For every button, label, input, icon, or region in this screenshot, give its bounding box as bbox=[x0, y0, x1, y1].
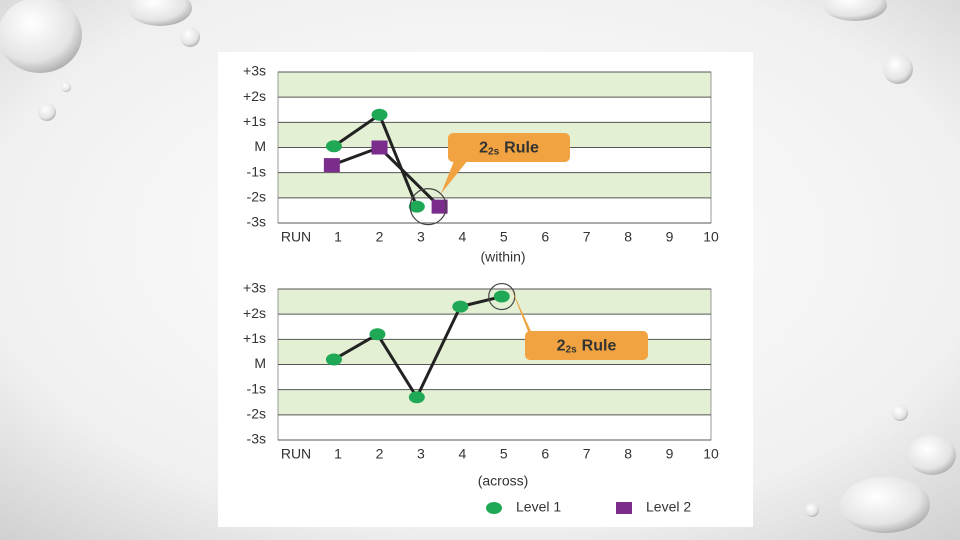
y-tick-label: -3s bbox=[247, 431, 266, 447]
point bbox=[408, 200, 425, 213]
point bbox=[493, 290, 510, 303]
point bbox=[408, 391, 425, 404]
point bbox=[371, 108, 388, 121]
callout-rest: Rule bbox=[582, 338, 617, 355]
y-tick-label: -1s bbox=[247, 380, 266, 396]
x-tick-label: 10 bbox=[703, 446, 719, 462]
point bbox=[452, 300, 469, 313]
x-axis-note: (within) bbox=[480, 249, 525, 265]
y-tick-label: -2s bbox=[247, 406, 266, 422]
x-axis-note: (across) bbox=[478, 473, 529, 489]
x-tick-label: 7 bbox=[583, 446, 591, 462]
x-tick-label: 4 bbox=[458, 229, 466, 245]
point bbox=[323, 158, 340, 173]
callout: 22s Rule bbox=[409, 133, 570, 226]
x-tick-label: 1 bbox=[334, 229, 342, 245]
y-tick-label: -2s bbox=[247, 189, 266, 205]
callout-number: 2 bbox=[557, 338, 566, 355]
band bbox=[278, 289, 711, 315]
y-tick-label: M bbox=[254, 355, 266, 371]
callout: 22s Rule bbox=[488, 282, 648, 360]
point bbox=[431, 199, 448, 214]
x-tick-label: 7 bbox=[583, 229, 591, 245]
point bbox=[325, 353, 342, 366]
x-axis-label: RUN bbox=[281, 446, 311, 462]
callout-box bbox=[525, 331, 648, 360]
point bbox=[371, 140, 388, 155]
y-tick-label: +1s bbox=[243, 330, 266, 346]
callout-text: 22s Rule bbox=[557, 338, 617, 355]
x-tick-label: 5 bbox=[500, 446, 508, 462]
point bbox=[369, 328, 386, 341]
point bbox=[325, 140, 342, 153]
y-tick-label: -1s bbox=[247, 163, 266, 179]
x-tick-label: 9 bbox=[666, 446, 674, 462]
x-tick-label: 10 bbox=[703, 229, 719, 245]
x-tick-label: 2 bbox=[376, 446, 384, 462]
y-tick-label: +1s bbox=[243, 113, 266, 129]
x-tick-label: 8 bbox=[624, 446, 632, 462]
legend-label: Level 2 bbox=[646, 499, 691, 515]
callout-box bbox=[448, 133, 570, 162]
x-tick-label: 8 bbox=[624, 229, 632, 245]
x-tick-label: 4 bbox=[458, 446, 466, 462]
y-tick-label: +3s bbox=[243, 63, 266, 79]
legend-swatch bbox=[486, 502, 502, 514]
x-tick-label: 6 bbox=[541, 229, 549, 245]
band bbox=[278, 172, 711, 198]
legend-label: Level 1 bbox=[516, 499, 561, 515]
y-tick-label: +3s bbox=[243, 280, 266, 296]
callout-subscript: 2s bbox=[488, 146, 500, 157]
x-tick-label: 6 bbox=[541, 446, 549, 462]
x-tick-label: 2 bbox=[376, 229, 384, 245]
x-tick-label: 3 bbox=[417, 446, 425, 462]
y-tick-label: M bbox=[254, 138, 266, 154]
legend-swatch bbox=[616, 502, 632, 514]
x-tick-label: 5 bbox=[500, 229, 508, 245]
band bbox=[278, 389, 711, 415]
callout-subscript: 2s bbox=[566, 344, 578, 355]
x-tick-label: 9 bbox=[666, 229, 674, 245]
highlight-circle bbox=[409, 188, 447, 226]
y-tick-label: -3s bbox=[247, 214, 266, 230]
x-tick-label: 3 bbox=[417, 229, 425, 245]
x-axis-label: RUN bbox=[281, 229, 311, 245]
callout-rest: Rule bbox=[504, 140, 539, 157]
callout-number: 2 bbox=[479, 140, 488, 157]
y-tick-label: +2s bbox=[243, 88, 266, 104]
band bbox=[278, 72, 711, 98]
callout-text: 22s Rule bbox=[479, 140, 539, 157]
y-tick-label: +2s bbox=[243, 305, 266, 321]
x-tick-label: 1 bbox=[334, 446, 342, 462]
